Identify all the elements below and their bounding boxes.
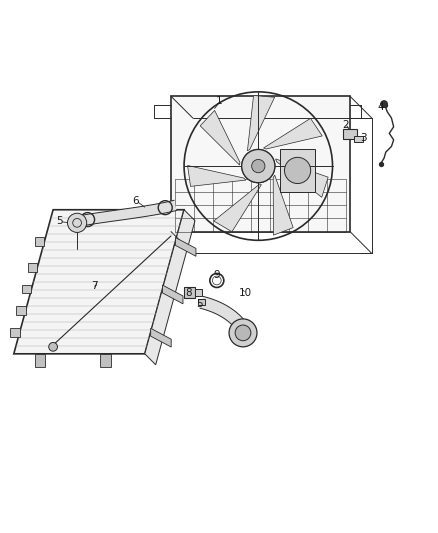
Point xyxy=(381,101,389,109)
Polygon shape xyxy=(187,165,246,187)
Text: 7: 7 xyxy=(91,281,98,291)
Circle shape xyxy=(242,149,275,183)
Circle shape xyxy=(242,149,275,183)
Circle shape xyxy=(49,343,57,351)
Text: 10: 10 xyxy=(239,288,252,298)
Text: 2: 2 xyxy=(343,119,349,130)
Circle shape xyxy=(235,325,251,341)
Text: 4: 4 xyxy=(377,102,384,112)
Polygon shape xyxy=(151,328,171,347)
Polygon shape xyxy=(14,210,184,354)
Polygon shape xyxy=(198,299,205,305)
Polygon shape xyxy=(145,210,195,365)
Text: 5: 5 xyxy=(196,298,203,309)
Polygon shape xyxy=(343,129,357,139)
Polygon shape xyxy=(28,263,37,272)
Text: 9: 9 xyxy=(213,270,220,280)
Polygon shape xyxy=(354,135,363,142)
Polygon shape xyxy=(171,96,350,231)
Text: 6: 6 xyxy=(133,196,139,206)
Polygon shape xyxy=(200,296,246,329)
Polygon shape xyxy=(276,159,328,197)
Polygon shape xyxy=(16,306,25,315)
Polygon shape xyxy=(100,354,111,367)
Polygon shape xyxy=(176,238,196,256)
Polygon shape xyxy=(214,184,261,232)
Text: 5: 5 xyxy=(57,216,63,225)
Polygon shape xyxy=(162,285,183,304)
Text: 3: 3 xyxy=(360,133,367,143)
Polygon shape xyxy=(280,149,315,192)
Circle shape xyxy=(285,157,311,183)
Polygon shape xyxy=(195,289,202,296)
Circle shape xyxy=(252,159,265,173)
Polygon shape xyxy=(247,95,275,151)
Circle shape xyxy=(252,159,265,173)
Polygon shape xyxy=(264,118,322,149)
Point xyxy=(377,159,384,168)
Polygon shape xyxy=(35,237,44,246)
Polygon shape xyxy=(35,354,45,367)
Polygon shape xyxy=(22,285,32,293)
Text: 8: 8 xyxy=(185,288,192,298)
Polygon shape xyxy=(200,110,240,165)
Polygon shape xyxy=(184,287,195,298)
Polygon shape xyxy=(10,328,20,336)
Text: 1: 1 xyxy=(215,95,223,106)
Polygon shape xyxy=(273,175,293,235)
Circle shape xyxy=(381,101,388,108)
Circle shape xyxy=(67,213,87,232)
Polygon shape xyxy=(81,200,177,226)
Circle shape xyxy=(229,319,257,347)
